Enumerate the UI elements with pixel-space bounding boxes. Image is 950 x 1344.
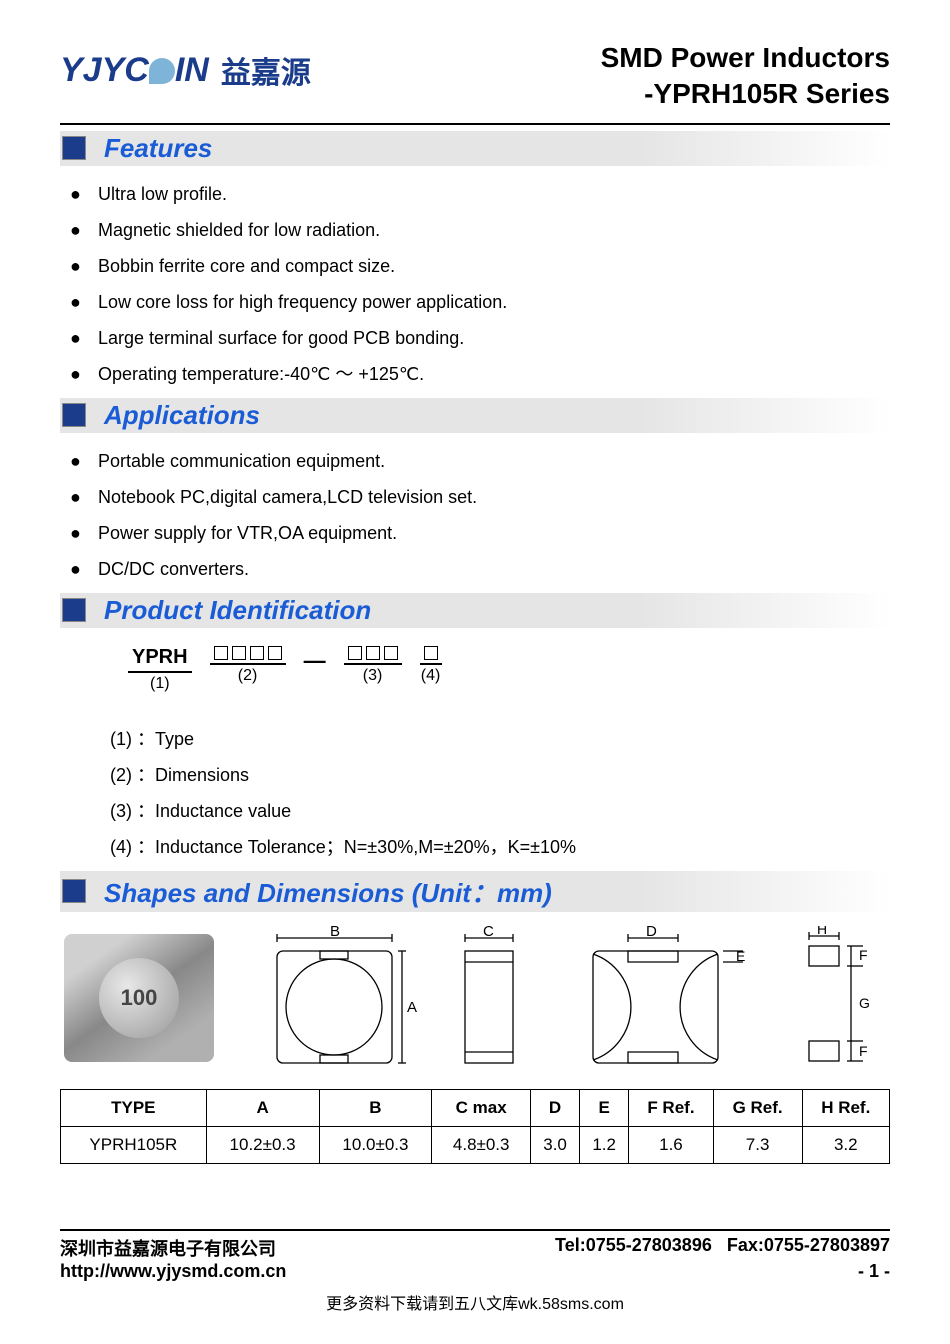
footer-rule [60, 1229, 890, 1231]
logo: YJYCIN 益嘉源 [60, 40, 311, 92]
pid-num: (3) [344, 667, 402, 685]
list-item: Ultra low profile. [70, 176, 890, 212]
list-item: Operating temperature:-40℃ ～ +125℃. [70, 356, 890, 392]
drawing-bottom: D E [578, 926, 753, 1071]
footer-fax: Fax:0755-27803897 [727, 1235, 890, 1255]
drawing-pad: H F G F [791, 926, 886, 1071]
cell: 7.3 [713, 1126, 802, 1163]
title-line2: -YPRH105R Series [601, 76, 890, 112]
applications-list: Portable communication equipment. Notebo… [60, 443, 890, 587]
product-id-diagram: YPRH (1) (2) — (3) (4) [128, 646, 890, 693]
applications-heading: Applications [60, 398, 890, 433]
shapes-heading: Shapes and Dimensions (Unit：mm) [60, 871, 890, 912]
section-square-icon [62, 598, 86, 622]
legend-item: (3) ：Inductance value [110, 793, 890, 829]
applications-title: Applications [104, 400, 260, 431]
logo-latin: YJYCIN [60, 51, 209, 90]
pid-label: YPRH [128, 646, 192, 673]
shapes-title: Shapes and Dimensions (Unit：mm) [104, 873, 552, 910]
dim-d: D [646, 926, 657, 940]
dim-b: B [330, 926, 340, 940]
pid-part-2: (2) [210, 646, 286, 685]
list-item: DC/DC converters. [70, 551, 890, 587]
header: YJYCIN 益嘉源 SMD Power Inductors -YPRH105R… [60, 40, 890, 113]
dim-g: G [859, 995, 870, 1011]
title-line1: SMD Power Inductors [601, 40, 890, 76]
footer-company: 深圳市益嘉源电子有限公司 [60, 1235, 276, 1261]
features-list: Ultra low profile. Magnetic shielded for… [60, 176, 890, 392]
dim-h: H [817, 926, 827, 937]
col-header: G Ref. [713, 1089, 802, 1126]
drawing-top: B A [252, 926, 417, 1071]
cell: 10.0±0.3 [319, 1126, 432, 1163]
section-square-icon [62, 403, 86, 427]
col-header: D [531, 1089, 580, 1126]
list-item: Large terminal surface for good PCB bond… [70, 320, 890, 356]
photo-label: 100 [99, 958, 179, 1038]
product-id-heading: Product Identification [60, 593, 890, 628]
pid-num: (2) [210, 667, 286, 685]
footer-page: - 1 - [858, 1261, 890, 1282]
drawing-side: C [455, 926, 540, 1071]
logo-cn: 益嘉源 [221, 48, 311, 92]
cell: 3.0 [531, 1126, 580, 1163]
list-item: Low core loss for high frequency power a… [70, 284, 890, 320]
list-item: Notebook PC,digital camera,LCD televisio… [70, 479, 890, 515]
list-item: Portable communication equipment. [70, 443, 890, 479]
col-header: TYPE [61, 1089, 207, 1126]
cell: 3.2 [802, 1126, 889, 1163]
dimensions-table: TYPE A B C max D E F Ref. G Ref. H Ref. … [60, 1089, 890, 1164]
dim-c: C [483, 926, 494, 940]
features-heading: Features [60, 131, 890, 166]
col-header: E [580, 1089, 629, 1126]
cell: YPRH105R [61, 1126, 207, 1163]
title-block: SMD Power Inductors -YPRH105R Series [601, 40, 890, 113]
header-rule [60, 123, 890, 125]
pid-num: (1) [128, 675, 192, 693]
shapes-row: 100 B A C D [60, 926, 890, 1071]
cell: 10.2±0.3 [206, 1126, 319, 1163]
col-header: H Ref. [802, 1089, 889, 1126]
dim-a: A [407, 999, 417, 1016]
dim-f: F [859, 947, 868, 963]
section-square-icon [62, 879, 86, 903]
list-item: Magnetic shielded for low radiation. [70, 212, 890, 248]
cell: 1.6 [629, 1126, 714, 1163]
product-photo: 100 [64, 934, 214, 1062]
legend-item: (2) ：Dimensions [110, 757, 890, 793]
col-header: B [319, 1089, 432, 1126]
pid-num: (4) [420, 667, 442, 685]
list-item: Power supply for VTR,OA equipment. [70, 515, 890, 551]
col-header: C max [432, 1089, 531, 1126]
footer-url: http://www.yjysmd.com.cn [60, 1261, 286, 1282]
pid-part-3: (3) [344, 646, 402, 685]
legend-item: (1) ：Type [110, 721, 890, 757]
section-square-icon [62, 136, 86, 160]
pid-dash: — [304, 646, 326, 674]
col-header: A [206, 1089, 319, 1126]
cell: 4.8±0.3 [432, 1126, 531, 1163]
pid-part-4: (4) [420, 646, 442, 685]
pid-part-1: YPRH (1) [128, 646, 192, 693]
legend-item: (4) ：Inductance Tolerance；N=±30%,M=±20%，… [110, 829, 890, 865]
dim-f2: F [859, 1043, 868, 1059]
table-row: YPRH105R 10.2±0.3 10.0±0.3 4.8±0.3 3.0 1… [61, 1126, 890, 1163]
product-id-title: Product Identification [104, 595, 371, 626]
table-header-row: TYPE A B C max D E F Ref. G Ref. H Ref. [61, 1089, 890, 1126]
dim-e: E [736, 948, 745, 964]
cell: 1.2 [580, 1126, 629, 1163]
footer-bottom: 更多资料下载请到五八文库wk.58sms.com [60, 1290, 890, 1314]
list-item: Bobbin ferrite core and compact size. [70, 248, 890, 284]
col-header: F Ref. [629, 1089, 714, 1126]
product-id-legend: (1) ：Type (2) ：Dimensions (3) ：Inductanc… [60, 721, 890, 865]
footer-tel: Tel:0755-27803896 [555, 1235, 712, 1255]
features-title: Features [104, 133, 212, 164]
footer: 深圳市益嘉源电子有限公司 Tel:0755-27803896 Fax:0755-… [60, 1229, 890, 1314]
